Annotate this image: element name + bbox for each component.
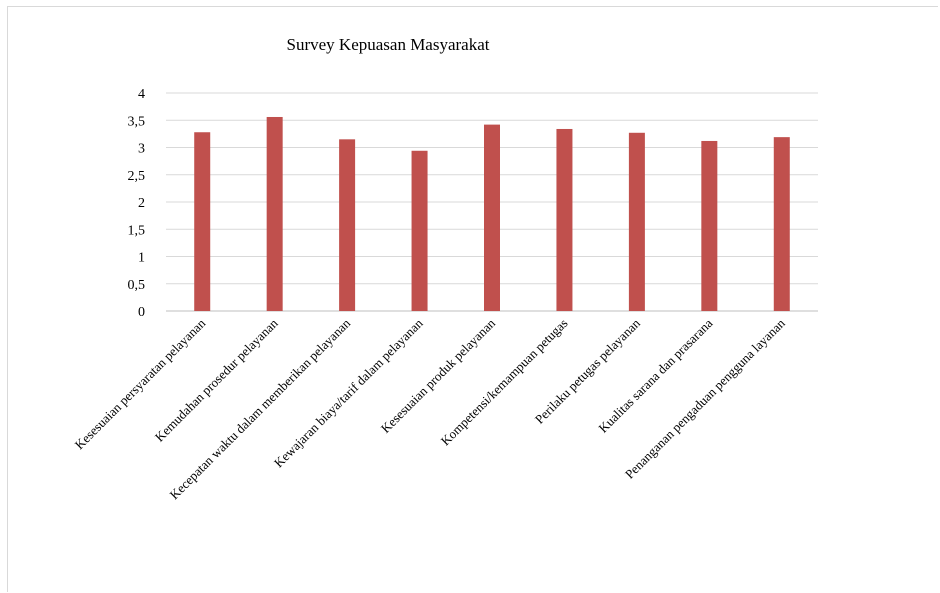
y-tick-label: 1 [138,251,145,266]
y-tick-label: 0 [138,305,145,320]
y-tick-label: 3,5 [128,114,146,129]
x-tick-label: Penanganan pengaduan pengguna layanan [622,315,788,481]
bar [194,132,211,311]
bar [411,150,428,311]
chart-title: Survey Kepuasan Masyarakat [287,35,490,54]
y-tick-label: 3 [138,142,145,157]
bar [773,137,790,311]
y-tick-label: 2,5 [128,169,146,184]
y-tick-label: 2 [138,196,145,211]
bar [556,128,573,311]
x-tick-label: Kesesuaian persyaratan pelayanan [72,315,209,452]
x-tick-label: Kesesuaian produk pelayanan [378,315,499,436]
bar [701,140,718,311]
y-tick-label: 4 [138,87,145,102]
y-tick-label: 0,5 [128,278,146,293]
bar [628,132,645,311]
x-tick-label: Kewajaran biaya/tarif dalam pelayanan [271,315,426,470]
x-tick-label: Kemudahan prosedur pelayanan [152,315,281,444]
x-tick-label: Kompetensi/kemampuan petugas [438,316,571,449]
bar [266,116,283,311]
bars [194,116,790,311]
y-axis-tick-labels: 0 0,5 1 1,5 2 2,5 3 3,5 4 [128,87,146,320]
y-tick-label: 1,5 [128,223,146,238]
bar [339,139,356,311]
x-axis-tick-labels: Kesesuaian persyaratan pelayananKemudaha… [72,315,789,502]
bar [484,124,500,311]
